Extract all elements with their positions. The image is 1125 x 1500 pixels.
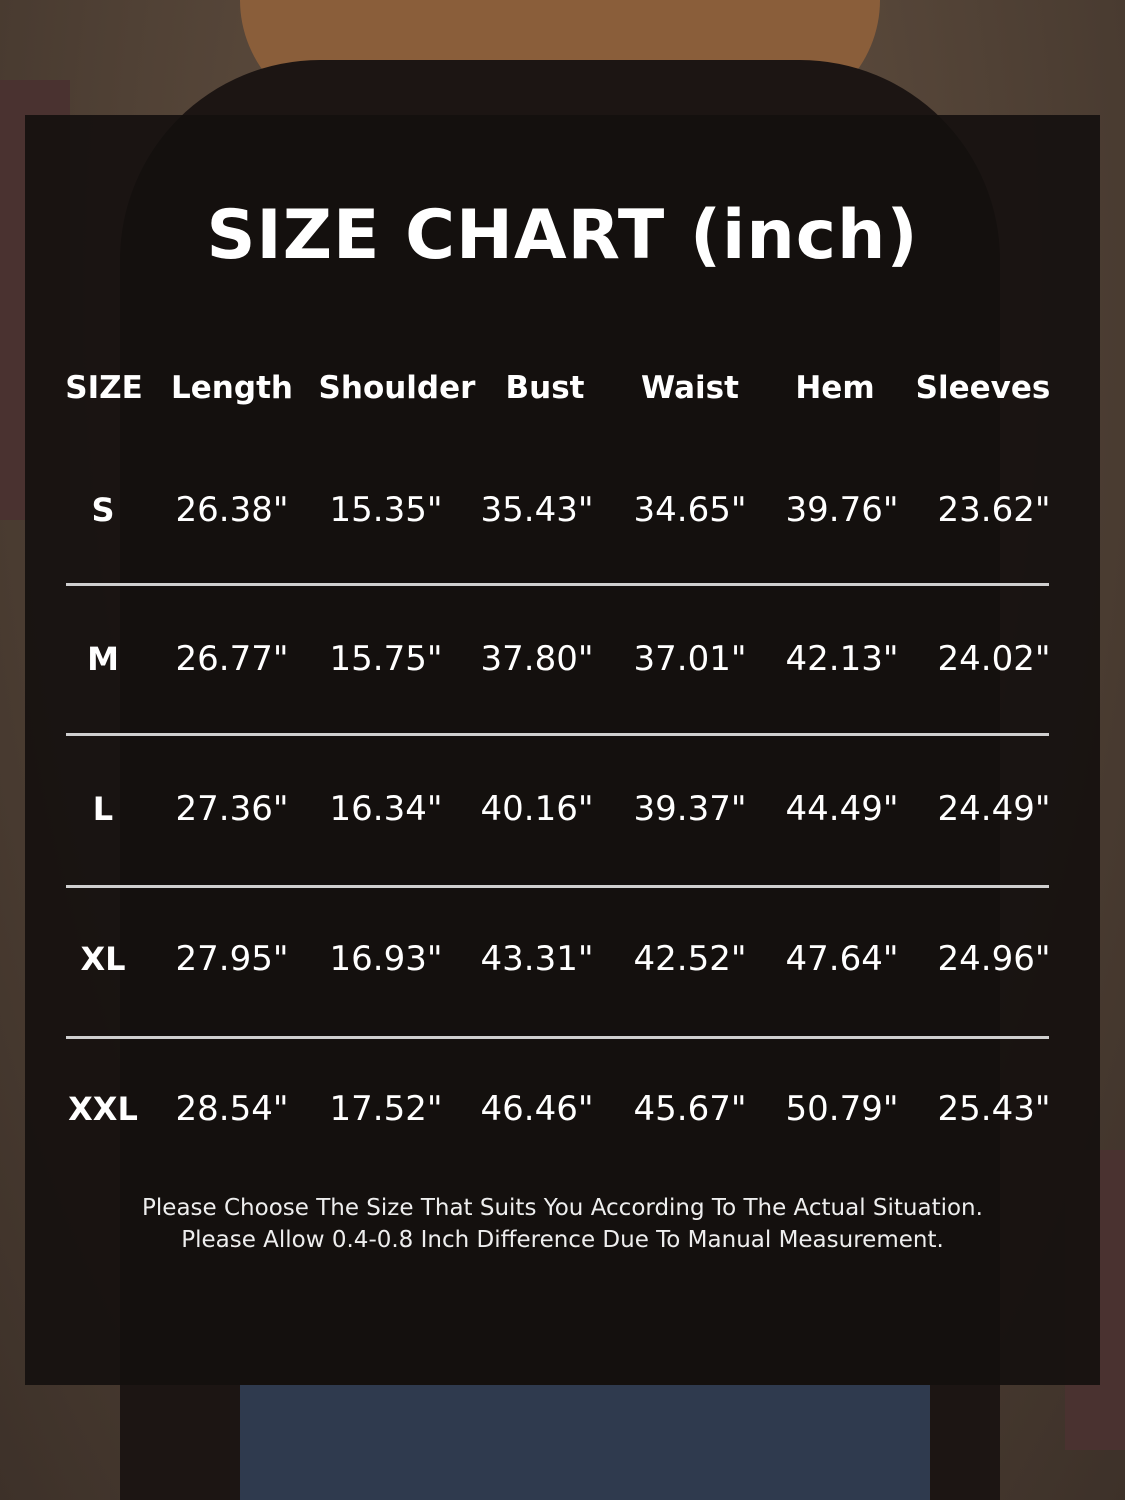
- measurement-cell: 27.95": [175, 939, 289, 979]
- column-header: Shoulder: [318, 370, 476, 406]
- measurement-cell: 15.75": [329, 639, 443, 679]
- measurement-cell: 23.62": [937, 490, 1051, 530]
- note-line: Please Choose The Size That Suits You Ac…: [142, 1195, 983, 1221]
- size-label: XXL: [68, 1090, 138, 1128]
- measurement-cell: 40.16": [480, 789, 594, 829]
- row-divider: [66, 583, 1049, 586]
- measurement-cell: 27.36": [175, 789, 289, 829]
- measurement-cell: 43.31": [480, 939, 594, 979]
- measurement-cell: 37.01": [633, 639, 747, 679]
- measurement-cell: 35.43": [480, 490, 594, 530]
- measurement-cell: 28.54": [175, 1089, 289, 1129]
- column-header: Hem: [795, 370, 875, 406]
- measurement-cell: 39.76": [785, 490, 899, 530]
- measurement-cell: 24.96": [937, 939, 1051, 979]
- row-divider: [66, 885, 1049, 888]
- measurement-cell: 26.38": [175, 490, 289, 530]
- background-photo-jeans: [240, 1385, 930, 1500]
- measurement-cell: 25.43": [937, 1089, 1051, 1129]
- note-line: Please Allow 0.4-0.8 Inch Difference Due…: [181, 1227, 944, 1253]
- measurement-cell: 50.79": [785, 1089, 899, 1129]
- measurement-cell: 42.13": [785, 639, 899, 679]
- measurement-cell: 37.80": [480, 639, 594, 679]
- column-header: Waist: [641, 370, 739, 406]
- measurement-cell: 24.02": [937, 639, 1051, 679]
- measurement-cell: 15.35": [329, 490, 443, 530]
- measurement-cell: 16.34": [329, 789, 443, 829]
- measurement-cell: 47.64": [785, 939, 899, 979]
- size-label: S: [91, 491, 115, 529]
- measurement-cell: 44.49": [785, 789, 899, 829]
- column-header: Bust: [505, 370, 585, 406]
- size-label: XL: [80, 940, 126, 978]
- size-label: M: [87, 640, 119, 678]
- measurement-cell: 17.52": [329, 1089, 443, 1129]
- measurement-cell: 45.67": [633, 1089, 747, 1129]
- column-header: Sleeves: [915, 370, 1051, 406]
- row-divider: [66, 1036, 1049, 1039]
- measurement-cell: 26.77": [175, 639, 289, 679]
- column-header: Length: [171, 370, 293, 406]
- row-divider: [66, 733, 1049, 736]
- measurement-cell: 24.49": [937, 789, 1051, 829]
- measurement-cell: 46.46": [480, 1089, 594, 1129]
- measurement-cell: 16.93": [329, 939, 443, 979]
- chart-title: SIZE CHART (inch): [206, 196, 919, 275]
- size-label: L: [92, 790, 114, 828]
- measurement-cell: 34.65": [633, 490, 747, 530]
- size-chart-panel: [25, 115, 1100, 1385]
- measurement-cell: 39.37": [633, 789, 747, 829]
- column-header: SIZE: [65, 370, 143, 406]
- measurement-cell: 42.52": [633, 939, 747, 979]
